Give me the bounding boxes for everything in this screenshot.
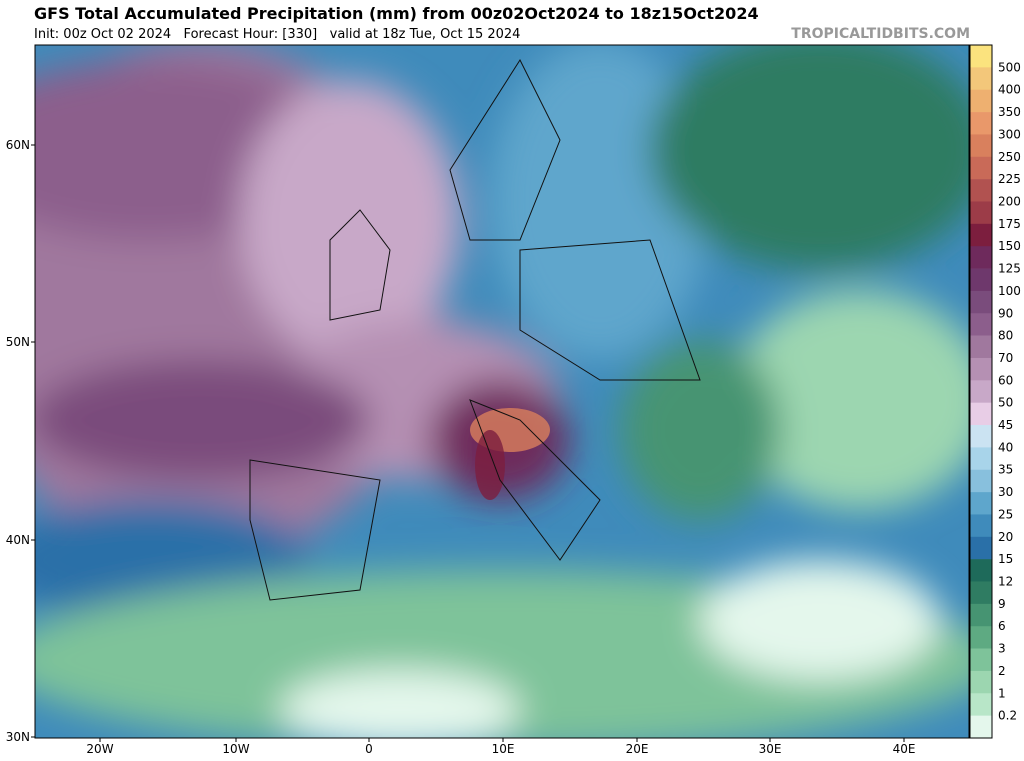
- colorbar-swatch: [970, 715, 992, 739]
- colorbar-swatch: [970, 559, 992, 582]
- colorbar-label: 15: [998, 552, 1013, 566]
- subtitle: Init: 00z Oct 02 2024 Forecast Hour: [33…: [34, 27, 520, 42]
- colorbar-label: 40: [998, 440, 1013, 454]
- colorbar-label: 500: [998, 60, 1021, 74]
- colorbar-label: 45: [998, 418, 1013, 432]
- colorbar-swatch: [970, 156, 992, 180]
- colorbar-swatch: [970, 268, 992, 292]
- lat-label: 40N: [6, 533, 30, 547]
- colorbar-swatch: [970, 670, 992, 694]
- colorbar-label: 30: [998, 485, 1013, 499]
- colorbar-label: 2: [998, 664, 1006, 678]
- colorbar-label: 350: [998, 105, 1021, 119]
- colorbar-label: 25: [998, 507, 1013, 521]
- colorbar-label: 20: [998, 530, 1013, 544]
- colorbar-label: 0.2: [998, 709, 1017, 723]
- colorbar-swatch: [970, 45, 992, 68]
- colorbar-swatch: [970, 447, 992, 471]
- colorbar-frame: [969, 44, 993, 739]
- colorbar-label: 50: [998, 396, 1013, 410]
- colorbar-label: 35: [998, 463, 1013, 477]
- colorbar-swatch: [970, 89, 992, 113]
- colorbar-swatch: [970, 425, 992, 448]
- colorbar-swatch: [970, 693, 992, 716]
- lon-label: 10W: [222, 742, 249, 756]
- colorbar-swatch: [970, 469, 992, 493]
- lon-label: 20E: [626, 742, 649, 756]
- colorbar-swatch: [970, 514, 992, 538]
- site-name: TROPICALTIDBITS.COM: [791, 26, 970, 42]
- colorbar-label: 400: [998, 83, 1021, 97]
- lon-label: 40E: [893, 742, 916, 756]
- colorbar-swatch: [970, 112, 992, 135]
- colorbar-label: 225: [998, 172, 1021, 186]
- colorbar-swatch: [970, 581, 992, 605]
- colorbar-label: 70: [998, 351, 1013, 365]
- lon-label: 20W: [86, 742, 113, 756]
- colorbar-swatch: [970, 648, 992, 672]
- colorbar-swatch: [970, 335, 992, 359]
- colorbar-label: 12: [998, 575, 1013, 589]
- colorbar-swatch: [970, 246, 992, 269]
- lon-label: 0: [365, 742, 373, 756]
- lat-label: 60N: [6, 138, 30, 152]
- lat-label: 30N: [6, 730, 30, 744]
- colorbar-label: 100: [998, 284, 1021, 298]
- lon-label: 30E: [759, 742, 782, 756]
- colorbar-label: 200: [998, 194, 1021, 208]
- colorbar-swatch: [970, 201, 992, 225]
- colorbar-label: 90: [998, 306, 1013, 320]
- colorbar-label: 250: [998, 150, 1021, 164]
- colorbar-swatch: [970, 134, 992, 158]
- colorbar-swatch: [970, 290, 992, 314]
- colorbar-swatch: [970, 492, 992, 515]
- lat-label: 50N: [6, 335, 30, 349]
- colorbar-label: 300: [998, 127, 1021, 141]
- colorbar-label: 3: [998, 642, 1006, 656]
- colorbar-swatch: [970, 357, 992, 381]
- map-frame: [34, 44, 970, 739]
- colorbar-swatch: [970, 536, 992, 560]
- colorbar-swatch: [970, 67, 992, 91]
- colorbar-swatch: [970, 402, 992, 426]
- colorbar-swatch: [970, 223, 992, 247]
- colorbar-swatch: [970, 603, 992, 627]
- colorbar-label: 6: [998, 619, 1006, 633]
- colorbar-swatch: [970, 313, 992, 336]
- map: [35, 45, 969, 738]
- colorbar-label: 125: [998, 262, 1021, 276]
- title: GFS Total Accumulated Precipitation (mm)…: [34, 4, 759, 23]
- colorbar-label: 1: [998, 686, 1006, 700]
- colorbar-swatch: [970, 380, 992, 403]
- colorbar-label: 60: [998, 373, 1013, 387]
- colorbar-swatch: [970, 179, 992, 202]
- colorbar-label: 175: [998, 217, 1021, 231]
- lon-label: 10E: [492, 742, 515, 756]
- colorbar-label: 150: [998, 239, 1021, 253]
- colorbar-label: 80: [998, 329, 1013, 343]
- colorbar-swatch: [970, 626, 992, 649]
- colorbar-label: 9: [998, 597, 1006, 611]
